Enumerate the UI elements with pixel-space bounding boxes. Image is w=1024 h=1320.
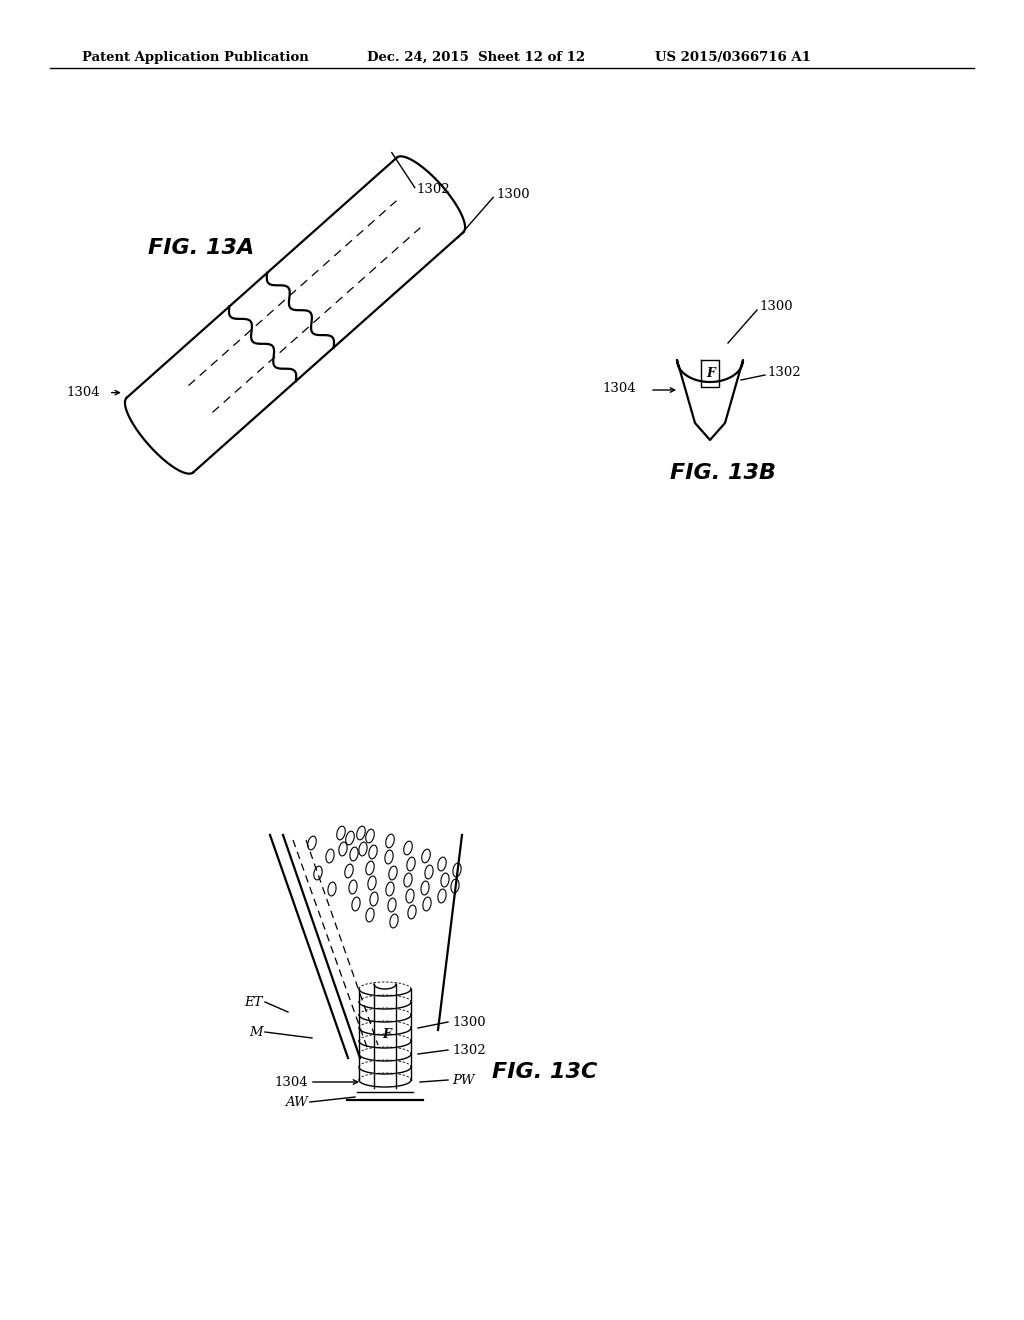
Text: AW: AW [286, 1096, 308, 1109]
Text: 1300: 1300 [452, 1015, 485, 1028]
Text: ET: ET [245, 995, 263, 1008]
Text: FIG. 13A: FIG. 13A [148, 238, 254, 257]
Text: F: F [383, 1028, 391, 1041]
Text: 1300: 1300 [759, 301, 793, 314]
Text: 1304: 1304 [67, 387, 100, 399]
Text: 1300: 1300 [497, 187, 529, 201]
Text: FIG. 13B: FIG. 13B [670, 463, 776, 483]
Text: M: M [250, 1026, 263, 1039]
Text: Dec. 24, 2015  Sheet 12 of 12: Dec. 24, 2015 Sheet 12 of 12 [367, 50, 585, 63]
Text: PW: PW [452, 1073, 474, 1086]
Text: 1302: 1302 [417, 183, 451, 197]
Text: Patent Application Publication: Patent Application Publication [82, 50, 309, 63]
Text: 1304: 1304 [274, 1076, 308, 1089]
Text: US 2015/0366716 A1: US 2015/0366716 A1 [655, 50, 811, 63]
Text: 1302: 1302 [767, 367, 801, 380]
Text: 1304: 1304 [602, 381, 636, 395]
Text: F: F [707, 367, 716, 380]
Text: FIG. 13C: FIG. 13C [492, 1063, 597, 1082]
Text: 1302: 1302 [452, 1044, 485, 1056]
